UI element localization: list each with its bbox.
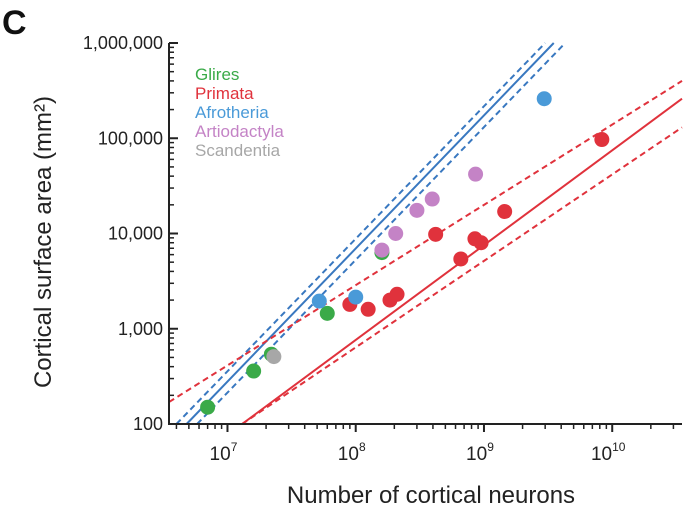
data-point-artiodactyla bbox=[409, 202, 425, 218]
legend-entry-artiodactyla: Artiodactyla bbox=[195, 122, 284, 141]
data-point-glires bbox=[246, 363, 262, 379]
data-point-afrotheria bbox=[311, 293, 327, 309]
data-point-scandentia bbox=[266, 349, 282, 365]
y-tick-label: 10,000 bbox=[108, 224, 163, 244]
data-point-glires bbox=[200, 399, 216, 415]
legend-entry-scandentia: Scandentia bbox=[195, 141, 281, 160]
data-point-artiodactyla bbox=[374, 242, 390, 258]
data-points bbox=[200, 91, 610, 415]
data-point-primata bbox=[389, 286, 405, 302]
y-tick-label: 1,000,000 bbox=[83, 33, 163, 53]
data-point-afrotheria bbox=[348, 289, 364, 305]
data-point-primata bbox=[360, 301, 376, 317]
y-tick-label: 1,000 bbox=[118, 319, 163, 339]
x-tick-label: 108 bbox=[338, 440, 366, 465]
data-point-primata bbox=[473, 235, 489, 251]
x-tick-label: 1010 bbox=[591, 440, 626, 465]
data-point-artiodactyla bbox=[388, 226, 404, 241]
legend-entry-glires: Glires bbox=[195, 65, 239, 84]
x-ticks: 107 108 109 1010 bbox=[175, 424, 675, 465]
y-axis-label: Cortical surface area (mm²) bbox=[30, 96, 57, 388]
data-point-primata bbox=[497, 204, 513, 220]
fit-ci-lower-0 bbox=[196, 42, 566, 425]
panel-label: C bbox=[2, 4, 27, 42]
data-point-artiodactyla bbox=[424, 191, 440, 207]
data-point-primata bbox=[594, 132, 610, 148]
legend: GliresPrimataAfrotheriaArtiodactylaScand… bbox=[195, 65, 284, 160]
x-tick-label: 109 bbox=[466, 440, 494, 465]
x-axis-label: Number of cortical neurons bbox=[287, 482, 575, 508]
fit-line-0 bbox=[185, 42, 555, 425]
data-point-afrotheria bbox=[536, 91, 552, 107]
legend-entry-afrotheria: Afrotheria bbox=[195, 103, 269, 122]
data-point-artiodactyla bbox=[468, 166, 484, 182]
fit-ci-lower-1 bbox=[241, 126, 683, 425]
y-tick-label: 100,000 bbox=[98, 128, 163, 148]
x-tick-label: 107 bbox=[210, 440, 238, 465]
data-point-glires bbox=[319, 305, 335, 321]
data-point-primata bbox=[428, 226, 444, 242]
legend-entry-primata: Primata bbox=[195, 84, 254, 103]
fit-ci-upper-0 bbox=[175, 42, 546, 425]
y-ticks: 100 1,000 10,000 100,000 1,000,000 bbox=[83, 33, 178, 434]
data-point-primata bbox=[453, 251, 469, 267]
y-tick-label: 100 bbox=[133, 414, 163, 434]
